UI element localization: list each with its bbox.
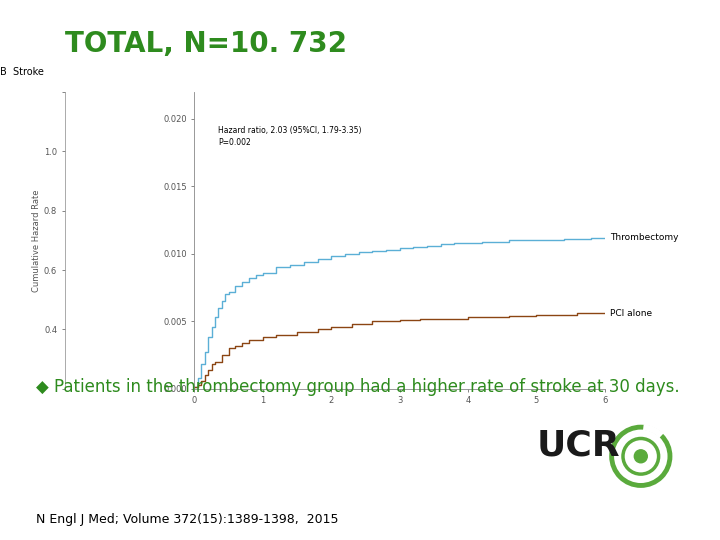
- Text: ◆ Patients in the thrombectomy group had a higher rate of stroke at 30 days.: ◆ Patients in the thrombectomy group had…: [36, 378, 680, 396]
- Y-axis label: Cumulative Hazard Rate: Cumulative Hazard Rate: [32, 189, 41, 292]
- Text: Hazard ratio, 2.03 (95%CI, 1.79-3.35)
P=0.002: Hazard ratio, 2.03 (95%CI, 1.79-3.35) P=…: [218, 125, 362, 147]
- Circle shape: [634, 450, 647, 463]
- Text: B  Stroke: B Stroke: [0, 67, 44, 77]
- Text: PCI alone: PCI alone: [611, 309, 652, 318]
- Text: TOTAL, N=10. 732: TOTAL, N=10. 732: [65, 30, 347, 58]
- Text: UCR: UCR: [536, 429, 620, 462]
- Text: N Engl J Med; Volume 372(15):1389-1398,  2015: N Engl J Med; Volume 372(15):1389-1398, …: [36, 514, 338, 526]
- Text: Thrombectomy: Thrombectomy: [611, 233, 679, 242]
